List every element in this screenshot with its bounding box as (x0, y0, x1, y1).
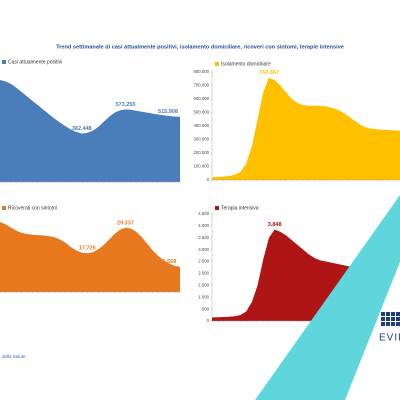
y-tick-label: 4.000 (198, 223, 209, 228)
y-tick-label: 3.000 (198, 247, 209, 252)
value-label: 11.559 (160, 259, 177, 265)
value-label: 515.908 (158, 109, 178, 115)
y-tick-label: 4.500 (198, 211, 209, 216)
legend-swatch (2, 206, 6, 210)
y-tick-label: 0 (207, 177, 210, 182)
y-tick-label: 200.000 (193, 150, 209, 155)
white-shape (345, 262, 400, 400)
legend-label: Terapia intensiva (221, 205, 259, 211)
y-tick-label: 500 (202, 306, 210, 311)
source: della Salute (2, 354, 26, 359)
legend-label: Ricoverati con sintomi (8, 205, 57, 211)
page-title: Trend settimanale di casi attualmente po… (56, 44, 344, 50)
legend-swatch (215, 62, 219, 66)
y-tick-label: 500.000 (193, 110, 209, 115)
legend-swatch (215, 206, 219, 210)
legend-label: Isolamento domiciliare (221, 61, 271, 67)
y-tick-label: 100.000 (193, 164, 209, 169)
area (212, 77, 400, 180)
value-label: 3.848 (268, 222, 282, 228)
logo-icon (381, 312, 400, 326)
value-label: 757.367 (259, 70, 279, 76)
teal-shape (255, 195, 400, 400)
legend-swatch (2, 60, 6, 64)
y-tick-label: 0 (207, 318, 210, 323)
value-label: 17.725 (79, 246, 96, 252)
value-label: 382.448 (72, 126, 92, 132)
logo-overlay: EVID (255, 195, 400, 400)
y-tick-label: 1.500 (198, 282, 209, 287)
y-tick-label: 3.500 (198, 235, 209, 240)
y-tick-label: 1.000 (198, 294, 209, 299)
y-tick-label: 2.000 (198, 271, 209, 276)
y-tick-label: 300.000 (193, 137, 209, 142)
area (0, 222, 180, 292)
area (0, 80, 180, 182)
value-label: 29.337 (117, 220, 134, 226)
y-tick-label: 600.000 (193, 96, 209, 101)
y-tick-label: 400.000 (193, 123, 209, 128)
logo-text: EVID (379, 333, 400, 344)
y-tick-label: 800.000 (193, 69, 209, 74)
legend-label: Casi attualmente positivi (8, 59, 62, 65)
value-label: 573.255 (116, 102, 136, 108)
y-tick-label: 2.500 (198, 259, 209, 264)
y-tick-label: 700.000 (193, 83, 209, 88)
